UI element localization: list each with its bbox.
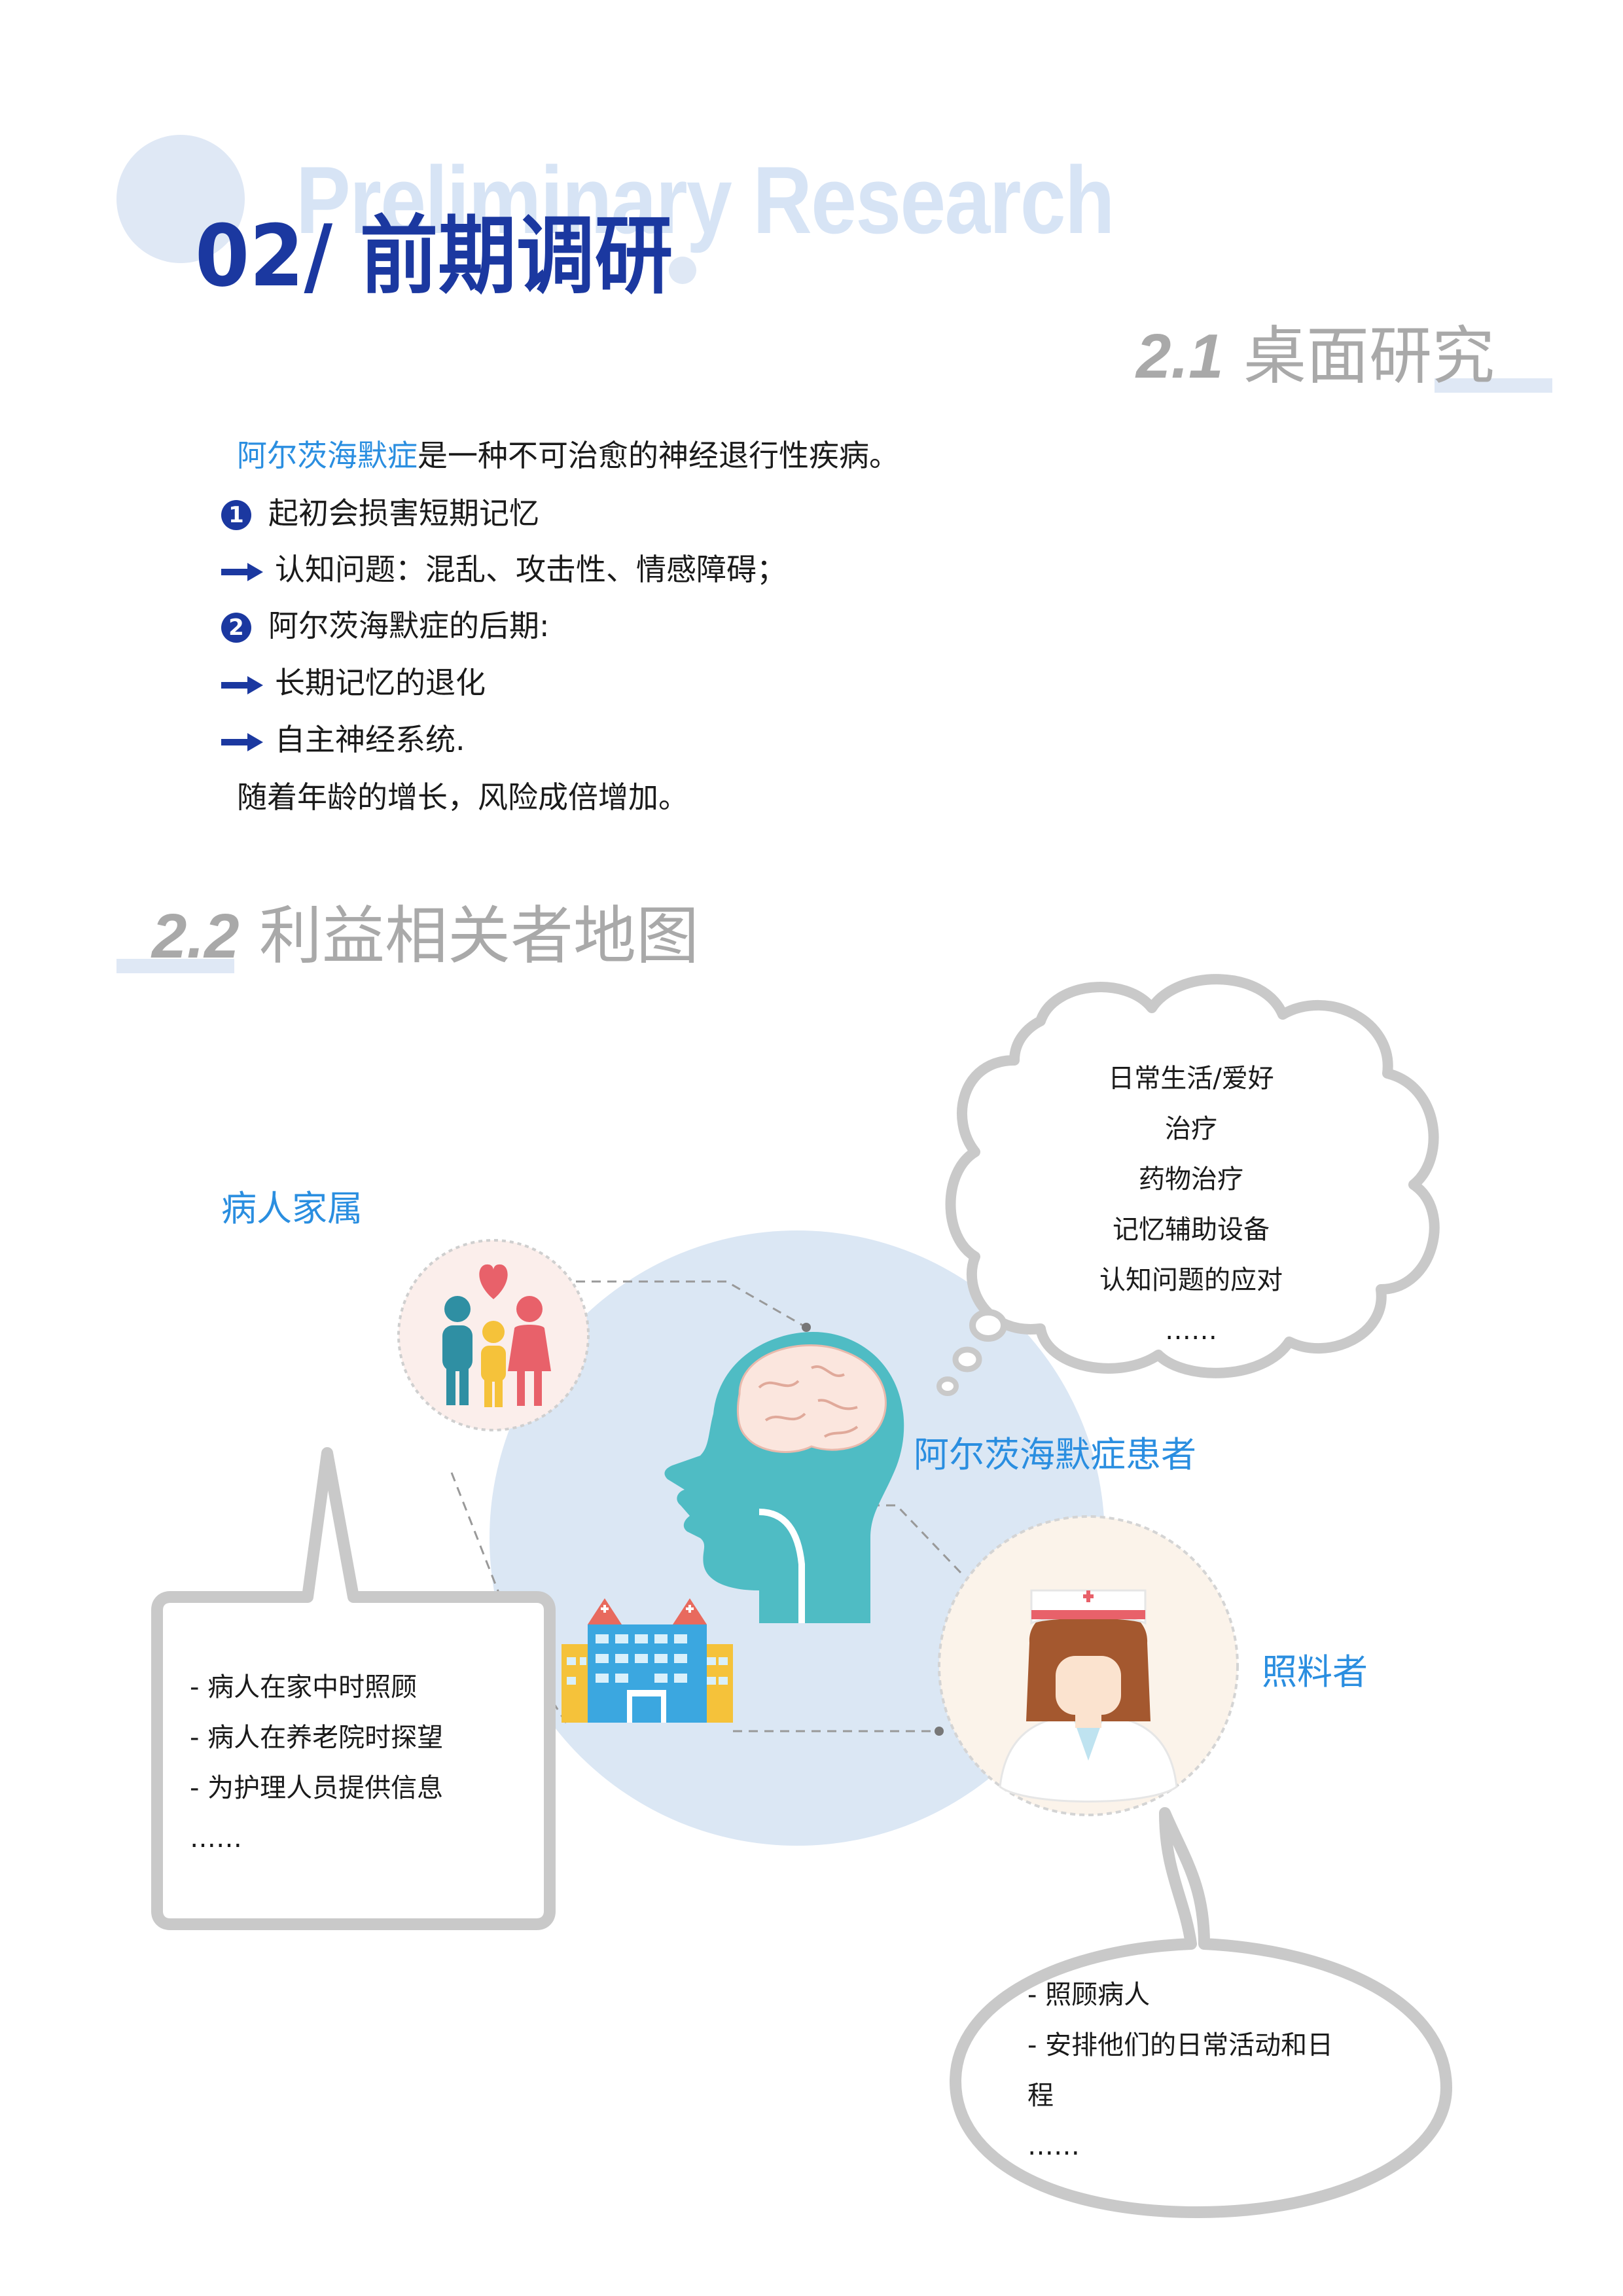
page-title: 02/ 前期调研 bbox=[195, 206, 673, 306]
caregiver-role-item: …… bbox=[1027, 2131, 1080, 2161]
decorative-dot bbox=[669, 257, 696, 284]
need-item: 认知问题的应对 bbox=[1099, 1265, 1283, 1295]
point-5: 自主神经系统. bbox=[221, 716, 465, 759]
family-icon bbox=[397, 1239, 590, 1431]
section-heading-stakeholder-map: 2.2 利益相关者地图 bbox=[152, 885, 699, 976]
section-number: 2.2 bbox=[152, 901, 240, 971]
point-text: 自主神经系统. bbox=[275, 722, 465, 757]
point-text: 长期记忆的退化 bbox=[275, 665, 486, 700]
arrow-right-icon bbox=[221, 732, 263, 751]
family-role-item: - 病人在家中时照顾 bbox=[190, 1672, 418, 1702]
family-roles-list: - 病人在家中时照顾 - 病人在养老院时探望 - 为护理人员提供信息 …… bbox=[190, 1662, 443, 1864]
arrow-right-icon bbox=[221, 562, 263, 581]
section-heading-desk-research: 2.1 桌面研究 bbox=[1136, 305, 1495, 396]
family-role-item: - 为护理人员提供信息 bbox=[190, 1773, 444, 1803]
caregiver-roles-list: - 照顾病人 - 安排他们的日常活动和日 程 …… bbox=[1027, 1970, 1333, 2172]
number-one-icon: 1 bbox=[221, 500, 251, 530]
point-1: 1 起初会损害短期记忆 bbox=[221, 490, 539, 533]
family-role-item: …… bbox=[190, 1823, 242, 1854]
section-number: 2.1 bbox=[1136, 321, 1224, 391]
point-text: 认知问题：混乱、攻击性、情感障碍； bbox=[275, 552, 787, 587]
family-role-item: - 病人在养老院时探望 bbox=[190, 1723, 444, 1753]
caregiver-role-item: - 照顾病人 bbox=[1027, 1980, 1150, 2010]
section-title: 桌面研究 bbox=[1243, 319, 1495, 393]
point-text: 起初会损害短期记忆 bbox=[268, 495, 539, 531]
family-label: 病人家属 bbox=[221, 1188, 363, 1229]
arrow-right-icon bbox=[221, 675, 263, 694]
patient-label: 阿尔茨海默症患者 bbox=[914, 1434, 1196, 1475]
section-underline bbox=[116, 959, 234, 973]
caregiver-role-item: 程 bbox=[1027, 2081, 1054, 2111]
caregiver-label: 照料者 bbox=[1262, 1651, 1368, 1693]
decorative-circle bbox=[116, 135, 245, 263]
intro-line: 阿尔茨海默症是一种不可治愈的神经退行性疾病。 bbox=[237, 432, 899, 475]
family-speech-box bbox=[151, 1447, 556, 1930]
section-underline bbox=[1435, 378, 1552, 393]
point-4: 长期记忆的退化 bbox=[221, 659, 486, 702]
point-3: 2 阿尔茨海默症的后期: bbox=[221, 602, 550, 645]
need-item: 药物治疗 bbox=[1139, 1164, 1243, 1194]
need-item: 日常生活/爱好 bbox=[1108, 1064, 1274, 1094]
point-text: 阿尔茨海默症的后期: bbox=[268, 608, 550, 643]
caregiver-nurse-icon bbox=[938, 1515, 1239, 1816]
patient-needs-list: 日常生活/爱好 治疗 药物治疗 记忆辅助设备 认知问题的应对 …… bbox=[1034, 1054, 1348, 1356]
section-title: 利益相关者地图 bbox=[259, 899, 699, 973]
intro-text: 是一种不可治愈的神经退行性疾病。 bbox=[418, 438, 899, 473]
closing-line: 随着年龄的增长，风险成倍增加。 bbox=[237, 780, 688, 815]
need-item: 治疗 bbox=[1165, 1114, 1217, 1144]
patient-head-icon bbox=[664, 1332, 904, 1623]
thought-cloud bbox=[936, 974, 1440, 1396]
hospital-icon bbox=[562, 1598, 733, 1723]
point-2: 认知问题：混乱、攻击性、情感障碍； bbox=[221, 546, 787, 589]
need-item: …… bbox=[1165, 1316, 1217, 1346]
caregiver-role-item: - 安排他们的日常活动和日 bbox=[1027, 2030, 1334, 2060]
number-two-icon: 2 bbox=[221, 613, 251, 643]
need-item: 记忆辅助设备 bbox=[1113, 1215, 1270, 1245]
disease-name: 阿尔茨海默症 bbox=[237, 438, 418, 473]
caregiver-speech-bubble bbox=[950, 1807, 1452, 2218]
background-title: Preliminary Research bbox=[296, 147, 1115, 253]
